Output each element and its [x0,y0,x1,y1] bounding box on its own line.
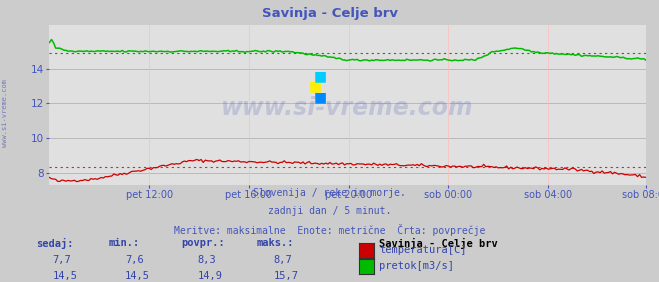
Text: ■: ■ [308,79,322,93]
Text: ■: ■ [314,90,328,104]
Text: 8,3: 8,3 [198,255,216,265]
Text: temperatura[C]: temperatura[C] [379,245,467,255]
Text: 7,6: 7,6 [125,255,144,265]
Text: 14,9: 14,9 [198,271,223,281]
Text: 14,5: 14,5 [125,271,150,281]
Text: Slovenija / reke in morje.: Slovenija / reke in morje. [253,188,406,197]
Text: povpr.:: povpr.: [181,238,225,248]
Text: 15,7: 15,7 [273,271,299,281]
Text: pretok[m3/s]: pretok[m3/s] [379,261,454,271]
Text: 14,5: 14,5 [53,271,78,281]
Text: Savinja - Celje brv: Savinja - Celje brv [262,7,397,20]
Text: Meritve: maksimalne  Enote: metrične  Črta: povprečje: Meritve: maksimalne Enote: metrične Črta… [174,224,485,236]
Text: 7,7: 7,7 [53,255,71,265]
Text: www.si-vreme.com: www.si-vreme.com [2,79,9,147]
Text: 8,7: 8,7 [273,255,292,265]
Text: maks.:: maks.: [257,238,295,248]
Text: zadnji dan / 5 minut.: zadnji dan / 5 minut. [268,206,391,216]
Text: Savinja - Celje brv: Savinja - Celje brv [379,238,498,249]
Text: www.si-vreme.com: www.si-vreme.com [221,96,474,120]
Text: sedaj:: sedaj: [36,238,74,249]
Text: ■: ■ [314,69,328,83]
Text: min.:: min.: [109,238,140,248]
